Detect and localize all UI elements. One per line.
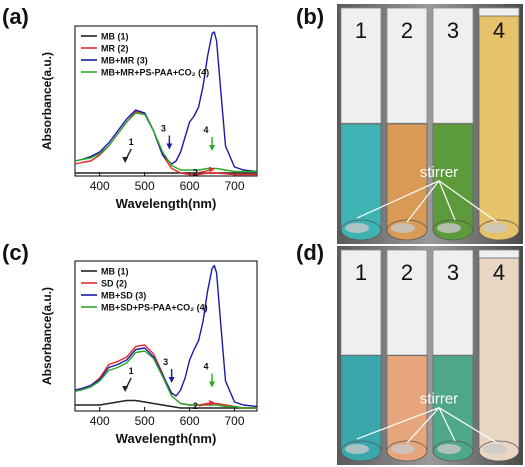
stir-bar (391, 444, 415, 454)
x-tick-label: 700 (225, 179, 245, 193)
x-tick-label: 500 (135, 179, 155, 193)
panel-label-b: (b) (296, 4, 325, 29)
series-line-1 (75, 399, 257, 409)
vial-liquid (432, 355, 474, 452)
x-tick-label: 400 (90, 414, 110, 428)
annotation-arrowhead (208, 166, 215, 173)
vial-number-label: 2 (401, 260, 413, 285)
vial-liquid (340, 123, 382, 231)
vial-glass (386, 249, 428, 356)
stir-bar (483, 223, 507, 233)
stirrer-label: stirrer (420, 391, 458, 408)
absorbance-chart-c: 400 500 600 700 Wavelength(nm) Absorbance(a.u… (40, 260, 258, 446)
x-tick-label: 700 (225, 414, 245, 428)
annotation-arrowhead (122, 157, 129, 163)
absorbance-chart-a: 400 500 600 700 Wavelength(nm) Absorbance(a.u… (40, 25, 258, 211)
annotation-label: 1 (129, 137, 134, 147)
annotation-label: 4 (204, 125, 209, 135)
stirrer-arrow (438, 407, 456, 442)
vial-glass (386, 7, 428, 124)
series-line-3 (74, 31, 258, 173)
vial-glass (432, 7, 474, 124)
stir-bar (345, 223, 369, 233)
panel-label-d: (d) (296, 240, 325, 265)
stirrer-arrow (406, 180, 440, 223)
stir-bar (391, 223, 415, 233)
plot-frame (74, 260, 258, 412)
x-axis-label: Wavelength(nm) (116, 196, 217, 211)
vial-liquid (386, 123, 428, 231)
legend-entry: MB+SD (3) (101, 291, 146, 301)
vial-number-label: 3 (447, 260, 459, 285)
stir-bar (437, 444, 461, 454)
panel-label-c: (c) (2, 240, 29, 265)
y-axis-label: Absorbance(a.u.) (40, 52, 54, 150)
annotation-arrowhead (166, 143, 173, 150)
vial-number-label: 1 (355, 18, 367, 43)
stir-bar (437, 223, 461, 233)
vial-liquid (340, 355, 382, 452)
vial-number-label: 2 (401, 18, 413, 43)
annotation-arrowhead (209, 145, 216, 151)
stirrer-label: stirrer (420, 164, 458, 181)
annotation-label: 1 (129, 366, 134, 376)
plot-frame (74, 25, 258, 177)
annotation-label: 3 (161, 124, 166, 134)
series-line-4 (74, 350, 257, 409)
stirrer-arrow (406, 407, 440, 444)
x-tick-label: 600 (180, 179, 200, 193)
vial-glass (340, 7, 382, 124)
annotation-label: 3 (163, 357, 168, 367)
legend-entry: MB+MR+PS-PAA+CO₂ (4) (101, 68, 209, 78)
annotation-arrowhead (122, 386, 129, 392)
vial-glass (340, 249, 382, 356)
vial-number-label: 4 (493, 18, 505, 43)
x-axis-label: Wavelength(nm) (116, 431, 217, 446)
annotation-label: 2 (193, 401, 198, 411)
legend-entry: MB (1) (101, 267, 129, 277)
y-axis-label: Absorbance(a.u.) (40, 287, 54, 385)
legend-entry: MB+SD+PS-PAA+CO₂ (4) (101, 303, 208, 313)
vial-photo-b: 1 2 3 4 stirrer (337, 4, 523, 244)
x-tick-label: 500 (135, 414, 155, 428)
series-line-4 (74, 112, 257, 173)
vial-liquid (478, 257, 520, 452)
annotation-label: 2 (193, 168, 198, 178)
series-line-3 (74, 264, 258, 408)
annotation-arrowhead (208, 400, 215, 406)
vial-number-label: 3 (447, 18, 459, 43)
legend-entry: SD (2) (101, 279, 127, 289)
stirrer-arrow (438, 407, 498, 444)
vial-glass (432, 249, 474, 356)
stir-bar (345, 444, 369, 454)
stirrer-arrow (438, 180, 456, 221)
panel-label-a: (a) (2, 4, 29, 29)
vial-liquid (478, 15, 520, 231)
stirrer-arrow (438, 180, 498, 223)
annotation-arrowhead (209, 381, 216, 388)
vial-number-label: 4 (493, 260, 505, 285)
annotation-arrowhead (168, 377, 175, 383)
legend-entry: MB+MR (3) (101, 56, 148, 66)
vial-number-label: 1 (355, 260, 367, 285)
vial-photo-d: 1 2 3 4 stirrer (337, 246, 523, 465)
stir-bar (483, 444, 507, 454)
stirrer-arrow (356, 407, 440, 440)
stirrer-arrow (356, 180, 440, 219)
legend-entry: MB (1) (101, 32, 129, 42)
x-tick-label: 400 (90, 179, 110, 193)
legend-entry: MR (2) (101, 44, 129, 54)
series-line-2 (74, 110, 257, 176)
vial-liquid (386, 355, 428, 452)
annotation-label: 4 (204, 362, 209, 372)
x-tick-label: 600 (180, 414, 200, 428)
